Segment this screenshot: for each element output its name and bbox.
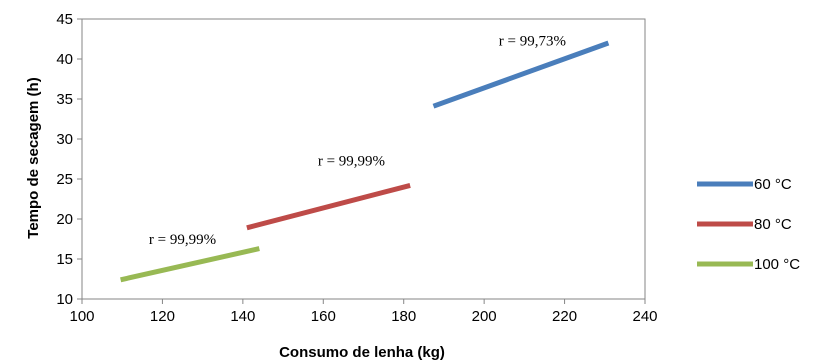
y-tick-label: 45 [56,11,73,28]
y-tick-label: 10 [56,291,73,308]
x-axis-label: Consumo de lenha (kg) [279,344,445,361]
r-annotation-2: r = 99,99% [149,232,216,248]
legend-label-0: 60 °C [754,176,792,193]
annotations: r = 99,73% r = 99,99% r = 99,99% [149,33,566,247]
legend-label-2: 100 °C [754,256,800,273]
x-tick-label: 100 [69,308,94,325]
legend: 60 °C 80 °C 100 °C [697,176,800,273]
x-tick-label: 240 [632,308,657,325]
axes: 100 120 140 160 180 200 220 240 10 15 20 25 30 35 40 45 [56,11,657,325]
x-tick-label: 180 [391,308,416,325]
legend-label-1: 80 °C [754,216,792,233]
series-line-0 [432,40,610,109]
x-tick-label: 220 [552,308,577,325]
r-annotation-0: r = 99,73% [499,33,566,49]
x-tick-label: 200 [472,308,497,325]
series-line-2 [120,246,260,283]
x-tick-label: 120 [150,308,175,325]
y-tick-label: 30 [56,131,73,148]
r-annotation-1: r = 99,99% [318,153,385,169]
series-layer [120,40,610,283]
x-tick-label: 140 [230,308,255,325]
y-tick-label: 35 [56,91,73,108]
y-tick-label: 40 [56,51,73,68]
y-tick-label: 20 [56,211,73,228]
x-tick-label: 160 [311,308,336,325]
y-tick-label: 15 [56,251,73,268]
y-tick-label: 25 [56,171,73,188]
series-line-1 [246,182,411,231]
y-axis-label: Tempo de secagem (h) [25,77,42,238]
plot-area-border [81,18,646,300]
